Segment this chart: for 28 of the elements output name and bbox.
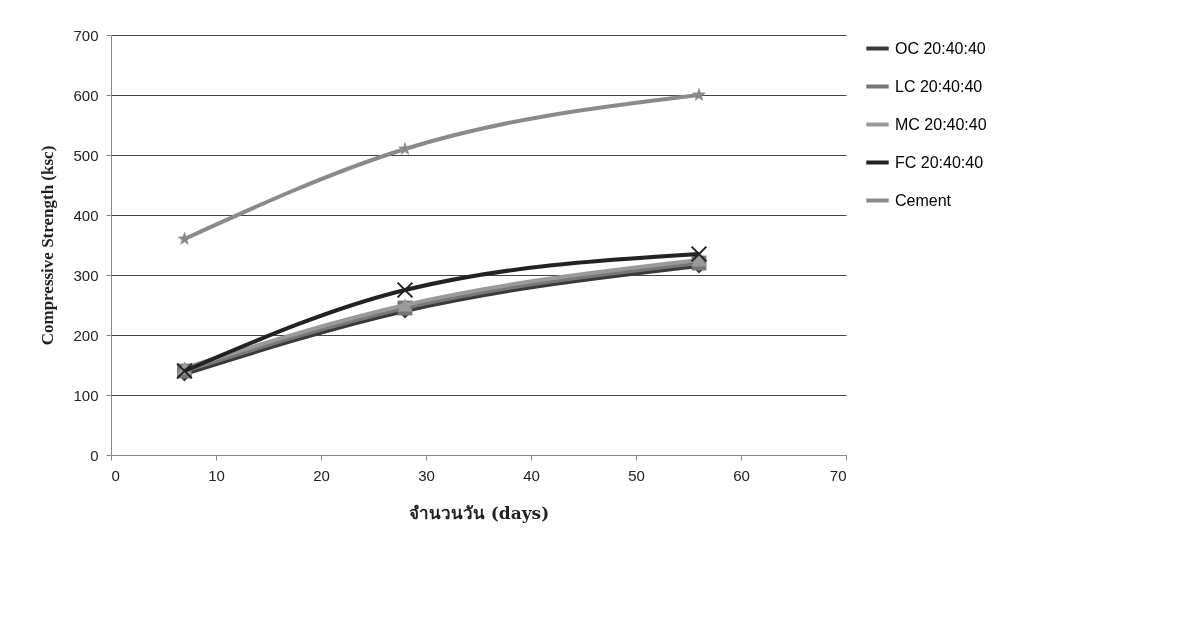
legend-label: MC 20:40:40 (895, 115, 987, 133)
y-tick-label: 300 (73, 266, 99, 284)
y-tick-label: 200 (73, 326, 99, 344)
legend-label: OC 20:40:40 (895, 39, 986, 57)
point (396, 281, 414, 299)
x-tick-label: 20 (313, 466, 330, 484)
x-tick-label: 40 (523, 466, 540, 484)
legend-label: LC 20:40:40 (895, 77, 983, 95)
point (690, 245, 708, 263)
y-tick-label: 0 (90, 446, 99, 464)
x-tick-label: 0 (111, 466, 120, 484)
x-tick-label: 30 (418, 466, 435, 484)
legend-label: Cement (895, 191, 952, 209)
x-axis-title: จำนวนวัน (days) (408, 502, 550, 523)
y-tick-label: 500 (73, 146, 99, 164)
y-tick-label: 100 (73, 386, 99, 404)
y-tick-label: 700 (73, 26, 99, 44)
y-tick-label: 600 (73, 86, 99, 104)
point (397, 298, 413, 312)
y-axis-title: Compressive Strength (ksc) (38, 145, 58, 346)
x-tick-label: 60 (733, 466, 750, 484)
x-tick-label: 70 (829, 466, 847, 484)
x-tick-label: 50 (628, 466, 645, 484)
x-tick-label: 10 (208, 466, 225, 484)
point (177, 231, 192, 245)
point (691, 87, 707, 101)
legend-label: FC 20:40:40 (895, 153, 984, 171)
y-tick-label: 400 (73, 206, 99, 224)
